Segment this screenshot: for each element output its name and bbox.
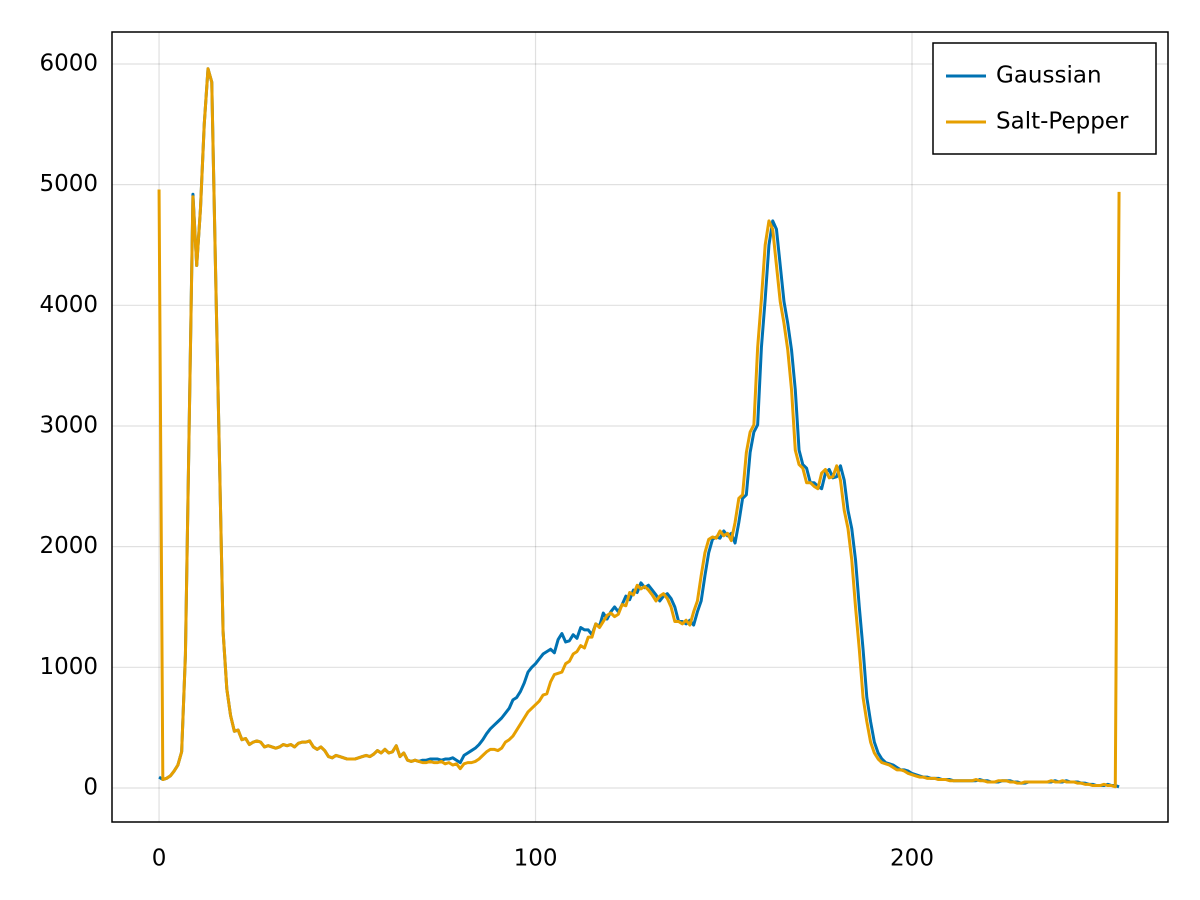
plot-frame: [111, 31, 1169, 823]
y-tick-label: 4000: [39, 292, 98, 318]
y-tick-label: 2000: [39, 533, 98, 559]
legend-label: Salt-Pepper: [996, 109, 1129, 135]
legend-box: [932, 42, 1157, 155]
y-tick-label: 1000: [39, 654, 98, 680]
x-tick-label: 100: [514, 846, 558, 872]
y-tick-label: 5000: [39, 171, 98, 197]
y-tick-label: 0: [83, 774, 98, 800]
x-tick-label: 0: [152, 846, 167, 872]
legend-label: Gaussian: [996, 63, 1102, 89]
y-tick-label: 3000: [39, 412, 98, 438]
legend: Gaussian Salt-Pepper: [932, 42, 1157, 155]
x-tick-label: 200: [890, 846, 934, 872]
series-line: [157, 67, 1121, 789]
plot-lines: [157, 67, 1121, 789]
y-tick-label: 6000: [39, 50, 98, 76]
